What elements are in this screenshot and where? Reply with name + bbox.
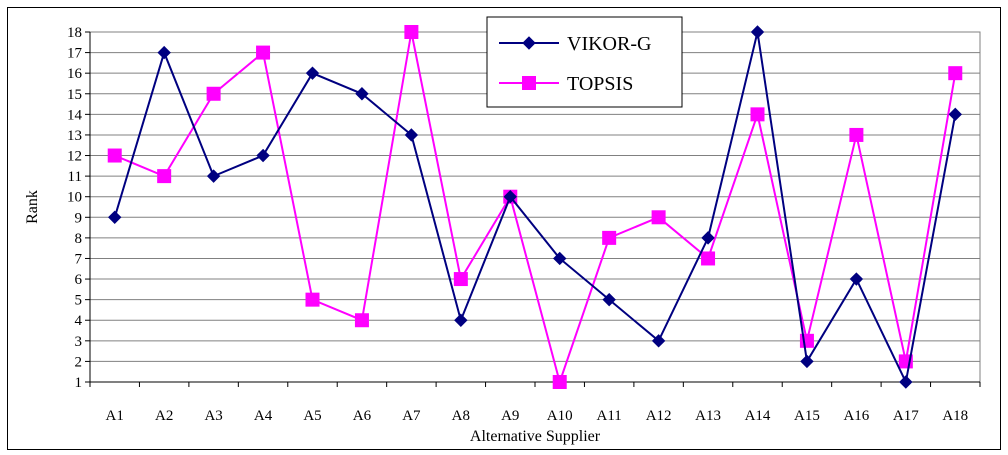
data-point xyxy=(305,66,320,80)
data-point xyxy=(503,189,517,204)
data-point xyxy=(453,272,468,287)
y-tick-label: 4 xyxy=(75,313,83,329)
data-point xyxy=(849,127,864,142)
data-point xyxy=(522,36,536,50)
y-tick-label: 5 xyxy=(75,293,83,309)
y-tick-label: 6 xyxy=(75,272,83,288)
x-tick-label: A5 xyxy=(303,408,321,424)
y-tick-label: 10 xyxy=(67,190,82,206)
data-point xyxy=(849,272,864,286)
legend-box xyxy=(486,16,683,108)
y-tick-label: 15 xyxy=(67,87,82,103)
legend: VIKOR-G TOPSIS xyxy=(486,16,683,108)
data-point xyxy=(948,66,963,81)
data-point xyxy=(701,251,716,266)
data-point xyxy=(553,251,567,266)
data-point xyxy=(651,210,666,225)
legend-label: TOPSIS xyxy=(567,73,633,95)
series-line xyxy=(113,31,957,386)
data-point xyxy=(651,334,666,348)
y-tick-label: 2 xyxy=(75,354,83,370)
legend-item: VIKOR-G xyxy=(499,33,651,55)
data-point xyxy=(404,128,419,142)
x-tick-label: A9 xyxy=(501,408,519,424)
series-line xyxy=(114,31,957,386)
data-point xyxy=(602,230,617,245)
x-tick-label: A15 xyxy=(794,408,820,424)
data-point xyxy=(750,25,765,39)
x-tick-label: A1 xyxy=(106,408,124,424)
y-tick-label: 13 xyxy=(67,128,82,144)
y-tick-label: 11 xyxy=(68,169,82,185)
x-tick-label: A3 xyxy=(204,408,222,424)
data-point xyxy=(552,375,567,389)
x-tick-label: A4 xyxy=(254,408,273,424)
x-tick-label: A12 xyxy=(646,408,672,424)
x-tick-label: A11 xyxy=(597,408,622,424)
data-point xyxy=(157,45,171,60)
x-tick-label: A7 xyxy=(402,408,421,424)
data-point xyxy=(256,148,270,163)
y-tick-label: 7 xyxy=(75,251,83,267)
x-tick-label: A18 xyxy=(942,408,968,424)
y-tick-label: 16 xyxy=(67,66,83,82)
data-point xyxy=(404,25,419,39)
x-tick-label: A17 xyxy=(893,408,919,424)
x-axis-label: Alternative Supplier xyxy=(470,428,601,445)
data-point xyxy=(701,231,715,245)
y-tick-label: 8 xyxy=(75,231,83,247)
data-point xyxy=(206,169,221,183)
data-point xyxy=(454,313,468,327)
data-point xyxy=(108,210,122,225)
x-tick-label: A16 xyxy=(843,408,869,424)
y-tick-label: 18 xyxy=(67,25,82,41)
y-tick-label: 9 xyxy=(75,210,83,226)
data-point xyxy=(355,87,369,101)
data-point xyxy=(602,292,616,307)
x-tick-label: A13 xyxy=(695,408,721,424)
data-point xyxy=(256,45,271,60)
data-point xyxy=(305,292,320,307)
y-tick-label: 3 xyxy=(75,334,83,350)
data-point xyxy=(107,148,122,163)
series-vikor-g xyxy=(108,25,962,389)
legend-label: VIKOR-G xyxy=(567,33,651,55)
y-tick-label: 12 xyxy=(67,149,82,165)
data-point xyxy=(948,107,962,122)
y-tick-label: 17 xyxy=(67,46,83,62)
x-tick-label: A8 xyxy=(452,408,470,424)
x-tick-label: A10 xyxy=(547,408,573,424)
series xyxy=(107,25,963,389)
x-tick-label: A14 xyxy=(745,408,771,424)
x-tick-label: A6 xyxy=(353,408,372,424)
data-point xyxy=(750,107,765,122)
y-tick-label: 1 xyxy=(75,375,83,391)
data-point xyxy=(522,76,536,90)
legend-item: TOPSIS xyxy=(499,73,633,95)
data-point xyxy=(206,86,221,101)
y-axis-label: Rank xyxy=(24,190,41,224)
data-point xyxy=(354,313,369,328)
data-point xyxy=(899,375,913,389)
x-tick-label: A2 xyxy=(155,408,173,424)
data-point xyxy=(157,169,172,184)
data-point xyxy=(800,354,814,369)
y-tick-label: 14 xyxy=(67,107,83,123)
